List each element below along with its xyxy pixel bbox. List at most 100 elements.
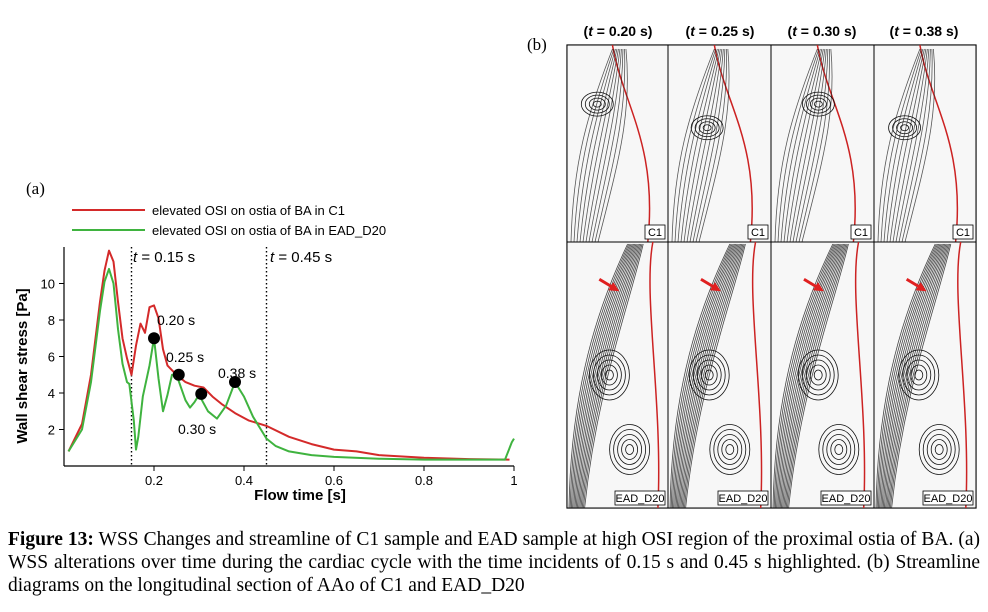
streamline <box>686 48 723 243</box>
row-label-box <box>952 224 974 240</box>
vortex-ring <box>830 439 848 460</box>
time-marker-lines <box>130 247 268 466</box>
streamline <box>698 48 730 243</box>
streamline <box>588 48 622 243</box>
streamline <box>795 48 829 243</box>
vortex-ring <box>698 121 716 135</box>
series-lines <box>67 249 515 461</box>
point-label-020: 0.20 s <box>157 312 195 328</box>
streamline <box>883 48 924 243</box>
streamline <box>669 243 731 509</box>
streamline <box>776 243 837 509</box>
row-label-box <box>850 224 872 240</box>
streamline <box>675 243 737 509</box>
vortex-ring <box>818 424 860 475</box>
streamline <box>670 243 732 509</box>
legend: elevated OSI on ostia of BA in C1 elevat… <box>72 203 386 238</box>
streamline <box>775 243 836 509</box>
streamline <box>879 243 940 509</box>
streamline <box>676 243 738 509</box>
vortex-ring <box>926 434 952 465</box>
vessel-wall <box>649 241 660 509</box>
row-label-box <box>717 490 769 506</box>
streamline <box>783 243 844 509</box>
vortex-ring <box>922 429 956 470</box>
vortex-ring <box>888 115 921 141</box>
row-label-c1: C1 <box>751 227 765 239</box>
streamline <box>889 48 927 243</box>
series-line-c1 <box>67 249 510 461</box>
vortex-ring <box>696 359 722 391</box>
column-header-025: (t = 0.25 s) <box>686 23 755 39</box>
x-tick-label: 0.6 <box>325 473 343 488</box>
vortex-ring <box>910 364 928 386</box>
streamline <box>798 48 830 243</box>
y-axis-title: Wall shear stress [Pa] <box>14 288 31 443</box>
column-header-030: (t = 0.30 s) <box>788 23 857 39</box>
streamline <box>875 243 936 509</box>
streamline <box>774 48 818 243</box>
point-label-030: 0.30 s <box>178 421 216 437</box>
streamline <box>572 243 632 509</box>
vortex-ring <box>601 364 618 386</box>
vortex-ring <box>625 444 634 455</box>
row-label-c1: C1 <box>854 227 868 239</box>
vortex-ring <box>725 444 735 455</box>
streamline-cell: C1 <box>873 44 977 243</box>
streamline-cell: EAD_D20 <box>873 241 977 509</box>
vortex-ring <box>717 434 743 465</box>
panel-a-label: (a) <box>26 179 45 198</box>
streamline-column-headers: (t = 0.20 s) (t = 0.25 s) (t = 0.30 s) (… <box>584 23 959 39</box>
caption-label: Figure 13: <box>8 529 94 550</box>
streamline <box>683 48 721 243</box>
y-tick-label: 10 <box>41 277 55 292</box>
highlight-point <box>172 368 185 381</box>
vortex-ring <box>692 354 726 396</box>
streamline <box>674 48 717 243</box>
streamline <box>585 48 621 243</box>
vortex-ring <box>613 429 646 470</box>
streamline <box>568 243 628 509</box>
vortex-ring <box>609 424 650 475</box>
vessel-wall <box>957 241 968 509</box>
ostium-arrow-head <box>812 282 824 292</box>
y-tick-label: 6 <box>48 350 55 365</box>
vortex-ring <box>813 100 823 108</box>
vortex-ring <box>801 354 835 396</box>
vortex-ring <box>826 434 852 465</box>
vortex-ring <box>900 124 909 132</box>
vortex-ring <box>617 434 642 465</box>
vortex-ring <box>906 359 932 391</box>
streamline <box>569 243 630 509</box>
vortex-ring <box>813 369 823 381</box>
streamline <box>898 48 931 243</box>
streamline <box>672 243 733 509</box>
streamline <box>783 48 823 243</box>
vortex-ring <box>589 349 630 401</box>
streamline <box>685 243 746 509</box>
streamline <box>689 48 724 243</box>
streamline <box>782 243 843 509</box>
vortex-ring <box>597 359 622 391</box>
vessel-wall <box>854 241 866 509</box>
streamline <box>801 48 833 243</box>
streamline <box>677 48 718 243</box>
streamline <box>573 48 615 243</box>
streamline <box>792 48 827 243</box>
streamline <box>773 243 835 509</box>
vortex-ring <box>809 364 827 386</box>
caption-text: WSS Changes and streamline of C1 sample … <box>8 529 980 596</box>
streamline <box>878 243 938 509</box>
vortex-ring <box>713 429 747 470</box>
streamline <box>880 243 941 509</box>
streamline <box>576 48 616 243</box>
vortex-ring <box>592 100 602 108</box>
x-tick-label: 0.2 <box>145 473 163 488</box>
row-label-ead-d20: EAD_D20 <box>719 493 768 505</box>
column-header-020: (t = 0.20 s) <box>584 23 653 39</box>
streamline <box>573 243 633 509</box>
vortex-ring <box>805 359 831 391</box>
row-label-box <box>922 490 974 506</box>
streamline <box>777 48 820 243</box>
vortex-ring <box>721 439 739 460</box>
